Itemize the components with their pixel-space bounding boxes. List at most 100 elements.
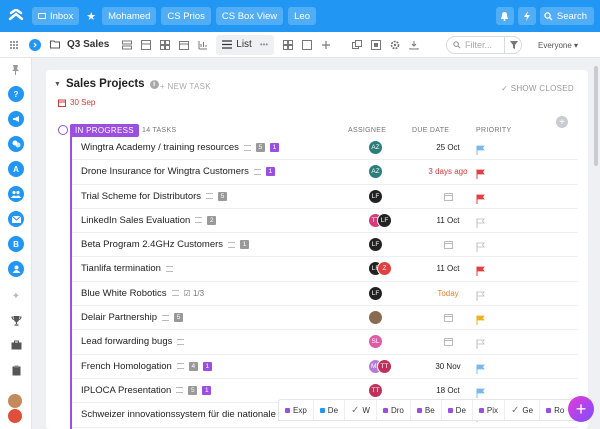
priority-flag-icon[interactable] — [476, 385, 485, 403]
set-due-date-button[interactable] — [418, 313, 478, 324]
assignee-avatar[interactable]: TT — [377, 358, 392, 374]
priority-flag-icon[interactable] — [476, 239, 485, 257]
subtask-count-badge[interactable]: 1 — [240, 240, 250, 250]
clipboard-icon[interactable] — [10, 364, 22, 376]
pin-icon[interactable] — [11, 62, 20, 80]
assignee-avatar[interactable]: LF — [368, 188, 383, 204]
user-avatar[interactable] — [7, 393, 23, 409]
create-button[interactable]: + — [568, 396, 594, 422]
clickup-logo-icon[interactable] — [0, 0, 32, 32]
people-icon[interactable] — [8, 261, 24, 277]
favorite-cs-prios[interactable]: CS Prios — [161, 7, 211, 25]
collapse-group-icon[interactable] — [58, 125, 68, 135]
task-row[interactable]: Drone Insurance for Wingtra Customers 1 AZ… — [72, 160, 578, 185]
due-date[interactable]: 11 Oct — [436, 215, 460, 225]
subtask-count-badge[interactable]: 5 — [255, 143, 265, 152]
subtask-count-badge[interactable]: 2 — [207, 215, 217, 225]
priority-flag-icon[interactable] — [476, 312, 485, 330]
project-name[interactable]: Q3 Sales — [67, 39, 110, 50]
priority-flag-icon[interactable] — [476, 191, 485, 209]
task-row[interactable]: LinkedIn Sales Evaluation 2 TT LF 11 Oct — [72, 209, 578, 234]
expand-sidebar-button[interactable] — [29, 38, 41, 51]
checklist-count[interactable]: ☑ 1/3 — [183, 288, 205, 298]
box-view-icon[interactable] — [140, 39, 151, 50]
priority-flag-icon[interactable] — [476, 263, 485, 281]
due-date[interactable]: 18 Oct — [436, 385, 460, 395]
tray-task-item[interactable]: ✓ W — [345, 400, 377, 420]
set-due-date-button[interactable] — [418, 337, 478, 348]
tray-task-item[interactable]: Pix — [473, 400, 506, 420]
subtask-count-badge[interactable]: 5 — [218, 191, 228, 201]
subtask-count-badge[interactable]: 4 — [188, 361, 198, 371]
task-row[interactable]: Wingtra Academy / training resources 5 1 AZ… — [72, 136, 578, 161]
tray-task-item[interactable]: De — [314, 400, 346, 420]
task-row[interactable]: Lead forwarding bugs SL — [72, 330, 578, 355]
gantt-view-icon[interactable] — [197, 39, 208, 50]
priority-flag-icon[interactable] — [476, 361, 485, 379]
tray-task-item[interactable]: Ro — [540, 400, 572, 420]
help-icon[interactable]: ? — [8, 86, 24, 102]
set-due-date-button[interactable] — [418, 240, 478, 251]
due-date[interactable]: 25 Oct — [436, 143, 460, 152]
download-icon[interactable] — [408, 39, 419, 50]
user-avatar-secondary[interactable] — [7, 408, 23, 424]
assignee-avatar[interactable]: SL — [368, 334, 383, 350]
due-date[interactable]: 3 days ago — [428, 167, 468, 177]
task-name[interactable]: Wingtra Academy / training resources — [81, 142, 239, 153]
layers-icon[interactable] — [370, 39, 381, 50]
filter-funnel-button[interactable] — [504, 36, 522, 54]
task-row[interactable]: Delair Partnership 5 — [72, 306, 578, 331]
task-name[interactable]: Tianlifa termination — [81, 263, 161, 275]
task-name[interactable]: Blue White Robotics — [81, 287, 167, 299]
task-row[interactable]: Trial Scheme for Distributors 5 LF — [72, 185, 578, 209]
search-button[interactable]: Search — [539, 7, 594, 25]
space-a-icon[interactable]: A — [8, 161, 24, 177]
column-header-priority[interactable]: PRIORITY — [476, 127, 512, 134]
due-date[interactable]: 30 Nov — [435, 361, 461, 371]
column-header-assignee[interactable]: ASSIGNEE — [348, 127, 387, 134]
priority-flag-icon[interactable] — [476, 336, 485, 354]
task-row[interactable]: French Homologation 4 1 ML TT 30 Nov — [72, 355, 578, 379]
assignee-avatar[interactable] — [368, 310, 383, 326]
task-row[interactable]: Blue White Robotics ☑ 1/3 LF Today — [72, 282, 578, 307]
assignee-avatar[interactable]: LF — [368, 237, 383, 253]
priority-flag-icon[interactable] — [476, 166, 485, 184]
set-due-date-button[interactable] — [418, 192, 478, 203]
task-name[interactable]: French Homologation — [81, 360, 172, 372]
task-name[interactable]: IPLOCA Presentation — [81, 384, 172, 396]
subtask-count-badge[interactable]: 1 — [269, 143, 279, 152]
star-icon[interactable]: ★ — [86, 10, 97, 23]
collapse-caret-icon[interactable]: ▼ — [54, 80, 61, 88]
show-closed-button[interactable]: ✓ SHOW CLOSED — [501, 84, 574, 93]
task-name[interactable]: Lead forwarding bugs — [81, 336, 173, 348]
trophy-icon[interactable] — [10, 314, 22, 326]
tray-task-item[interactable]: Dro — [377, 400, 411, 420]
task-name[interactable]: Delair Partnership — [81, 312, 158, 324]
favorite-cs-box-view[interactable]: CS Box View — [215, 7, 284, 25]
grid-menu-icon[interactable] — [8, 39, 19, 50]
new-task-button[interactable]: + NEW TASK — [160, 82, 211, 91]
favorite-mohamed[interactable]: Mohamed — [102, 7, 157, 25]
favorite-leo[interactable]: Leo — [288, 7, 316, 25]
more-icon[interactable]: ••• — [259, 40, 269, 49]
tray-task-item[interactable]: ✓ Ge — [505, 400, 541, 420]
task-row[interactable]: Tianlifa termination LF Z 11 Oct — [72, 257, 578, 282]
assignee-avatar[interactable]: LF — [368, 285, 383, 301]
tray-task-item[interactable]: Be — [411, 400, 442, 420]
tab-list[interactable]: List ••• — [216, 34, 275, 55]
assignee-avatar[interactable]: Z — [377, 261, 392, 277]
mail-icon[interactable] — [8, 211, 24, 227]
priority-flag-icon[interactable] — [476, 288, 485, 306]
doc-view-icon[interactable] — [301, 39, 312, 50]
section-title[interactable]: Sales Projects — [65, 78, 145, 90]
table-view-icon[interactable] — [282, 39, 293, 50]
assignee-avatar[interactable]: LF — [377, 212, 392, 228]
briefcase-icon[interactable] — [10, 339, 22, 351]
vertical-scrollbar[interactable] — [594, 66, 598, 166]
space-b-icon[interactable]: B — [8, 236, 24, 252]
megaphone-icon[interactable] — [8, 111, 24, 127]
assignee-avatar[interactable]: TT — [368, 382, 383, 398]
info-icon[interactable]: i — [149, 79, 159, 89]
status-badge[interactable]: IN PROGRESS — [70, 124, 139, 137]
filter-input[interactable]: Filter... — [446, 36, 522, 54]
